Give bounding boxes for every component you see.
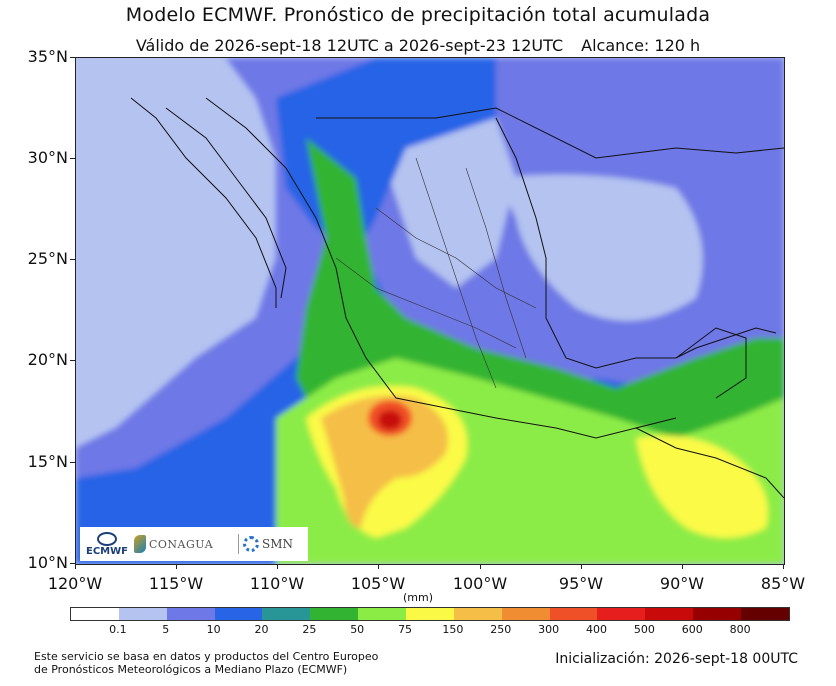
lat-tick-30: 30°N [27,148,68,167]
pacific-coast-mainland [205,97,677,439]
colorbar-swatch [358,608,407,620]
colorbar-swatch [549,608,598,620]
logo-divider [238,534,239,554]
conagua-logo: CONAGUA [134,535,234,553]
colorbar-level-label: 0.1 [109,623,127,636]
ecmwf-logo: ECMWF [84,531,130,557]
lon-tickmark [682,564,683,569]
precipitation-map[interactable] [75,57,785,565]
map-subtitle: Válido de 2026-sept-18 12UTC a 2026-sept… [0,36,836,55]
colorbar-level-label: 10 [206,623,221,636]
colorbar-swatch [406,608,454,620]
colorbar-swatch [214,608,263,620]
lon-tick-95: 95°W [558,574,604,593]
precipitation-field [76,58,784,564]
lon-tick-100: 100°W [452,574,508,593]
colorbar-level-label: 20 [254,623,269,636]
colorbar-level-label: 5 [162,623,170,636]
ecmwf-logo-text: ECMWF [86,545,128,557]
lat-tick-10: 10°N [27,553,68,572]
band-150-250mm [321,395,448,528]
gulf-of-california-west [165,107,287,299]
lon-tickmark [480,564,481,569]
lon-tick-110: 110°W [249,574,305,593]
smn-icon [243,536,259,552]
colorbar-unit: (mm) [402,591,433,604]
lat-tick-15: 15°N [27,452,68,471]
band-500-plus [378,410,402,430]
colorbar [70,607,790,621]
colorbar-swatch [118,608,167,620]
colorbar-level-label: 300 [538,623,560,636]
colorbar-swatch [166,608,215,620]
colorbar-level-label: 400 [586,623,608,636]
band-75-150mm-east [636,435,768,538]
colorbar-swatch [310,608,359,620]
colorbar-swatch [741,608,789,620]
source-line-2: de Pronósticos Meteorológicos a Mediano … [34,663,348,676]
yucatan [675,327,747,399]
ecmwf-icon [97,531,117,546]
lat-tickmark [70,259,75,260]
lat-tickmark [70,57,75,58]
central-america-coast [635,427,784,499]
lon-tick-90: 90°W [659,574,705,593]
colorbar-level-label: 500 [633,623,655,636]
lat-tickmark [70,563,75,564]
lon-tick-120: 120°W [47,574,103,593]
colorbar-swatch [262,608,311,620]
us-border [316,107,784,159]
lat-tickmark [70,462,75,463]
lon-tickmark [75,564,76,569]
colorbar-level-label: 75 [398,623,413,636]
lon-tickmark [378,564,379,569]
source-line-1: Este servicio se basa en datos y product… [34,650,379,663]
colorbar-swatch [693,608,742,620]
colorbar-swatch [645,608,694,620]
smn-logo: SMN [243,536,293,552]
lon-tickmark [783,564,784,569]
conagua-logo-text: CONAGUA [149,537,214,551]
lon-tickmark [581,564,582,569]
initialization-time: Inicialización: 2026-sept-18 00UTC [555,651,798,667]
colorbar-swatch [597,608,646,620]
gulf-coast [495,117,777,369]
colorbar-level-label: 800 [729,623,751,636]
colorbar-swatch [501,608,550,620]
colorbar-level-label: 250 [490,623,512,636]
plateau-light-area [376,118,516,288]
lat-tickmark [70,360,75,361]
lon-tickmark [176,564,177,569]
lat-tick-20: 20°N [27,350,68,369]
source-note: Este servicio se basa en datos y product… [34,650,378,676]
lon-tick-85: 85°W [760,574,806,593]
colorbar-level-label: 150 [442,623,464,636]
lat-tick-35: 35°N [27,47,68,66]
lat-tickmark [70,158,75,159]
lon-tick-115: 115°W [148,574,204,593]
baja-west-coast [130,97,277,308]
coastlines [130,97,784,499]
colorbar-swatch [71,608,119,620]
state-borders [335,157,537,389]
map-title: Modelo ECMWF. Pronóstico de precipitació… [125,4,711,26]
colorbar-level-label: 600 [681,623,703,636]
forecast-range: Alcance: 120 h [581,36,701,55]
smn-logo-text: SMN [262,537,294,551]
lat-tick-25: 25°N [27,249,68,268]
lon-tickmark [277,564,278,569]
conagua-icon [134,535,146,553]
colorbar-level-label: 25 [302,623,317,636]
colorbar-level-label: 50 [350,623,365,636]
valid-period: Válido de 2026-sept-18 12UTC a 2026-sept… [135,36,564,55]
colorbar-swatch [453,608,502,620]
gulf-light-area [496,174,703,321]
lon-tick-105: 105°W [350,574,406,593]
logo-strip: ECMWF CONAGUA SMN [80,527,308,561]
